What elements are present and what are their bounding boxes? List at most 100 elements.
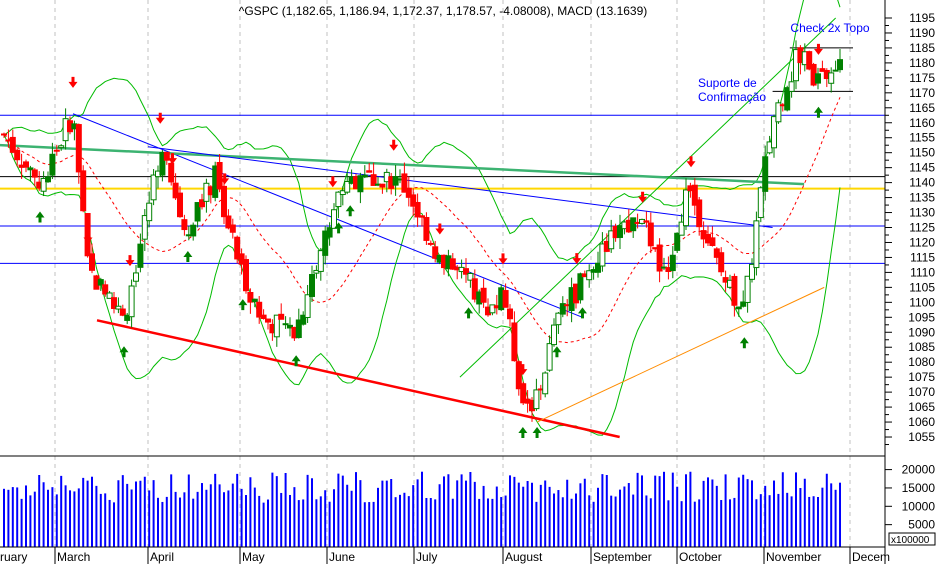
y-tick-label: 1190 [909,26,935,40]
candle-up [489,304,496,314]
candle-down [480,287,487,303]
down-arrow-icon [389,139,399,151]
candle-down [221,185,227,218]
candle-down [163,151,170,161]
candle-down [260,314,267,320]
x-tick-label: October [679,550,722,564]
down-arrow-icon [638,191,648,203]
candle-down [80,170,87,212]
down-arrow-icon [125,255,135,267]
volume-unit-label: x100000 [891,535,930,546]
candle-down [471,278,478,300]
candle-up [599,243,606,267]
candle-down [427,242,434,245]
candle-up [282,323,289,326]
candle-down [199,199,205,208]
candle-up [771,116,777,149]
candle-down [643,220,650,223]
x-tick-label: Decem [852,550,890,564]
candle-down [410,194,417,207]
candle-down [423,217,430,241]
down-arrow-icon [813,43,823,55]
candle-up [317,250,324,272]
candle-down [229,224,236,233]
x-tick-label: June [329,550,355,564]
candle-up [678,221,685,236]
y-tick-label: 1055 [908,430,935,444]
candle-up [815,73,821,84]
candle-down [432,246,439,259]
candle-up [27,167,34,171]
candle-up [674,232,681,251]
candle-up [740,301,747,307]
candle-up [137,243,144,268]
bollinger-lower [3,134,841,436]
candle-down [696,199,703,228]
y-tick-label: 1090 [908,325,935,339]
trend-line [147,146,773,229]
up-arrow-icon [577,307,587,319]
candle-up [106,292,113,299]
y-tick-label: 1075 [908,370,935,384]
x-tick-label: September [593,550,652,564]
candle-down [366,170,373,173]
y-tick-label: 1085 [908,340,935,354]
candle-down [511,322,518,362]
candle-down [520,383,527,404]
y-tick-label: 1195 [909,11,935,25]
candle-down [401,173,408,193]
candle-up [546,343,553,371]
candle-down [656,244,663,272]
candle-down [691,184,698,206]
y-tick-label: 1135 [909,191,935,205]
candle-up [467,272,474,281]
candle-down [370,174,377,186]
candle-up [49,153,56,176]
candle-up [757,187,764,219]
candle-up [559,303,566,315]
y-tick-label: 1120 [909,235,935,249]
y-tick-label: 1125 [909,221,935,235]
candle-up [326,227,333,238]
candle-down [709,237,716,246]
candle-down [507,308,513,320]
candle-up [304,294,311,318]
candle-up [133,272,139,282]
x-tick-label: ruary [0,550,27,564]
y-tick-label: 1130 [909,206,935,220]
candle-up [577,273,584,301]
up-arrow-icon [35,211,45,223]
candle-up [58,145,65,149]
chart-title: ^GSPC (1,182.65, 1,186.94, 1,172.37, 1,1… [239,4,648,18]
trend-line [96,319,620,439]
candle-up [150,174,157,201]
candle-up [595,262,601,273]
candle-up [251,298,258,303]
down-arrow-icon [518,364,528,376]
candle-up [832,69,839,72]
trend-line [459,17,837,378]
volume-tick-label: 5000 [908,518,935,532]
volume-tick-label: 15000 [902,481,936,495]
down-arrow-icon [572,253,582,265]
x-tick-label: March [57,550,90,564]
y-tick-label: 1140 [909,176,935,190]
candle-up [331,209,337,229]
candle-down [89,253,95,271]
candle-up [40,177,47,192]
annotation-check-topo: Check 2x Topo [790,21,869,35]
candle-up [361,174,368,178]
down-arrow-icon [435,223,445,235]
candle-down [168,162,175,183]
signal-arrows [35,43,823,439]
candle-down [718,252,725,273]
candle-up [775,102,782,123]
y-tick-label: 1175 [909,71,935,85]
candle-up [837,59,843,71]
candle-down [449,258,456,270]
candle-up [669,254,676,272]
candle-up [300,314,307,325]
candle-up [146,202,153,222]
y-tick-label: 1095 [908,310,935,324]
